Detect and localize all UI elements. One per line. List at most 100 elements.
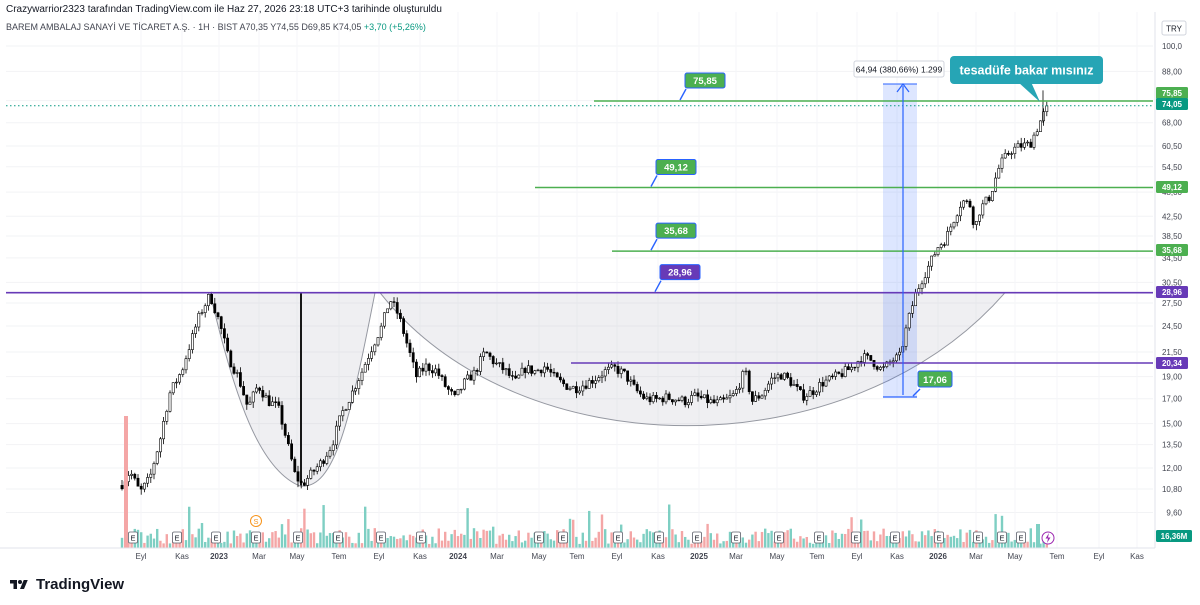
candle[interactable]: [984, 196, 988, 206]
cup-shape[interactable]: [378, 292, 1007, 427]
candle[interactable]: [898, 347, 902, 361]
callout[interactable]: tesadüfe bakar mısınız: [950, 56, 1103, 102]
candle[interactable]: [197, 310, 201, 332]
candle[interactable]: [622, 368, 626, 373]
candle[interactable]: [1013, 143, 1017, 159]
candle[interactable]: [930, 255, 934, 271]
candle[interactable]: [1022, 138, 1026, 150]
candle[interactable]: [242, 381, 246, 396]
candle[interactable]: [773, 372, 777, 384]
candle[interactable]: [904, 324, 908, 351]
candle[interactable]: [626, 370, 630, 385]
earnings-marker[interactable]: E: [172, 531, 182, 544]
candle[interactable]: [302, 478, 306, 487]
candle[interactable]: [590, 375, 594, 388]
candle[interactable]: [546, 362, 550, 372]
candle[interactable]: [382, 312, 386, 329]
candle[interactable]: [162, 416, 166, 445]
candle[interactable]: [552, 368, 556, 377]
candle[interactable]: [795, 378, 799, 392]
candle[interactable]: [699, 390, 703, 400]
candle[interactable]: [389, 301, 393, 311]
candle[interactable]: [558, 373, 562, 383]
candle[interactable]: [309, 467, 313, 480]
candle[interactable]: [312, 469, 316, 476]
currency-label[interactable]: TRY: [1161, 20, 1187, 36]
candle[interactable]: [270, 396, 274, 406]
candle[interactable]: [910, 301, 914, 318]
candle[interactable]: [869, 355, 873, 362]
earnings-marker[interactable]: E: [416, 531, 426, 544]
candle[interactable]: [830, 373, 834, 380]
earnings-marker[interactable]: E: [1016, 531, 1026, 544]
candle[interactable]: [718, 395, 722, 401]
candle[interactable]: [616, 361, 620, 378]
candle[interactable]: [824, 375, 828, 388]
candle[interactable]: [693, 388, 697, 397]
candle[interactable]: [1042, 108, 1046, 126]
candle[interactable]: [245, 394, 249, 410]
candle[interactable]: [651, 391, 655, 404]
candle[interactable]: [491, 355, 495, 368]
candle[interactable]: [469, 371, 473, 381]
candle[interactable]: [757, 392, 761, 401]
candle[interactable]: [130, 470, 134, 480]
candle[interactable]: [440, 373, 444, 381]
candle[interactable]: [494, 358, 498, 366]
candle[interactable]: [341, 406, 345, 422]
candle[interactable]: [779, 372, 783, 380]
candle[interactable]: [517, 374, 521, 379]
candle[interactable]: [146, 473, 150, 488]
candle[interactable]: [568, 386, 572, 391]
candle[interactable]: [978, 214, 982, 226]
candle[interactable]: [501, 357, 505, 374]
candle[interactable]: [306, 475, 310, 491]
candle[interactable]: [725, 393, 729, 400]
candle[interactable]: [802, 383, 806, 404]
candle[interactable]: [258, 386, 262, 394]
candle[interactable]: [1016, 140, 1020, 148]
candle[interactable]: [667, 391, 671, 401]
candle[interactable]: [223, 323, 226, 344]
candle[interactable]: [786, 371, 790, 380]
candle[interactable]: [507, 363, 511, 379]
candle[interactable]: [136, 474, 140, 487]
earnings-marker[interactable]: E: [613, 531, 623, 544]
candle[interactable]: [722, 394, 726, 403]
candle[interactable]: [437, 363, 441, 379]
candle[interactable]: [677, 397, 681, 402]
candle[interactable]: [997, 164, 1001, 179]
candle[interactable]: [184, 355, 188, 374]
candle[interactable]: [709, 396, 713, 405]
candle[interactable]: [741, 369, 745, 393]
candle[interactable]: [424, 358, 428, 376]
candle[interactable]: [421, 362, 425, 376]
candle[interactable]: [171, 382, 175, 396]
candle[interactable]: [946, 226, 950, 246]
candle[interactable]: [750, 391, 754, 405]
candle[interactable]: [411, 347, 415, 369]
candle[interactable]: [152, 461, 156, 480]
candle[interactable]: [907, 312, 911, 331]
candle[interactable]: [331, 440, 335, 456]
level-line[interactable]: 35,68: [612, 222, 1153, 252]
candle[interactable]: [837, 371, 841, 375]
candle[interactable]: [760, 394, 764, 399]
earnings-marker[interactable]: E: [558, 531, 568, 544]
candle[interactable]: [821, 376, 825, 393]
candle[interactable]: [584, 380, 588, 390]
candle[interactable]: [654, 391, 658, 403]
candle[interactable]: [587, 377, 591, 389]
candle[interactable]: [293, 456, 297, 473]
candle[interactable]: [450, 387, 454, 396]
candle[interactable]: [296, 465, 300, 488]
candle[interactable]: [952, 221, 956, 230]
earnings-marker[interactable]: E: [128, 531, 138, 544]
candle[interactable]: [971, 205, 975, 229]
candle[interactable]: [850, 362, 854, 373]
candle[interactable]: [344, 408, 348, 412]
candle[interactable]: [658, 397, 662, 400]
candle[interactable]: [690, 390, 694, 406]
candle[interactable]: [597, 374, 601, 383]
candle[interactable]: [642, 391, 646, 401]
